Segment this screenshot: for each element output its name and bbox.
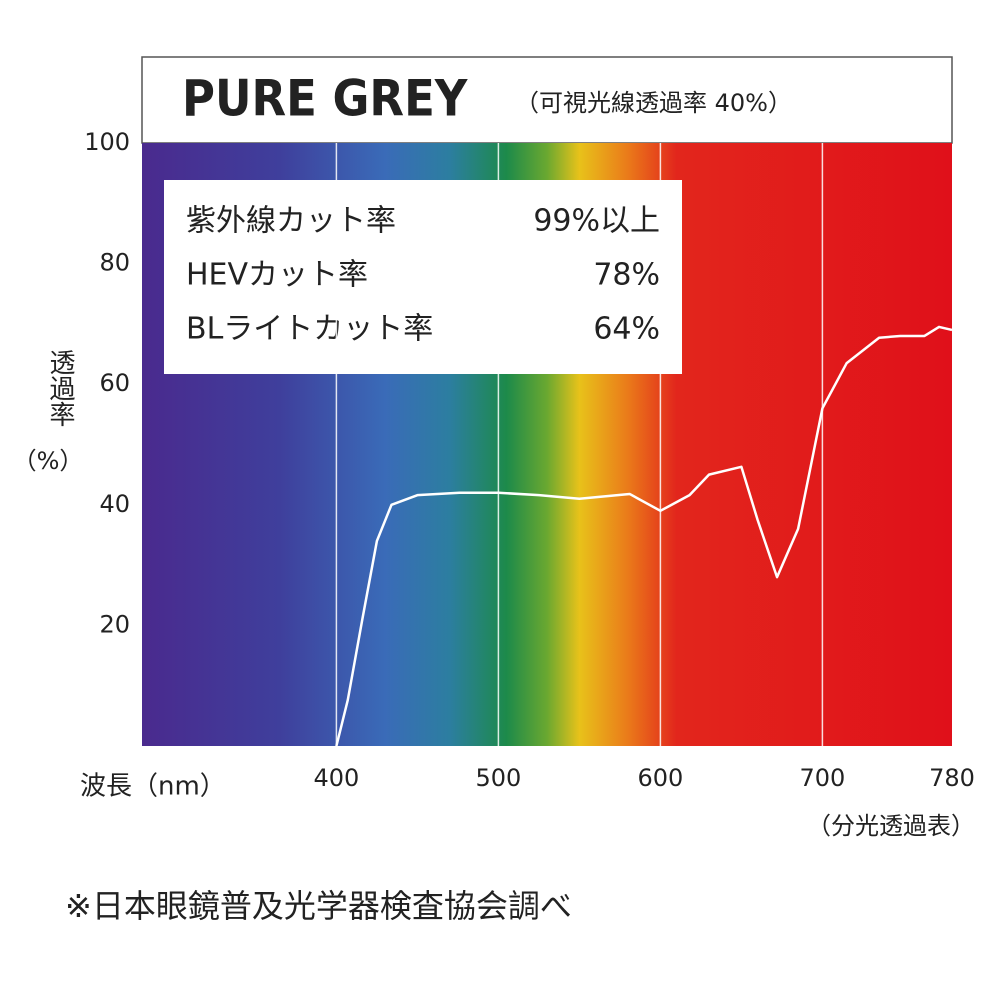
info-value: 78% xyxy=(593,258,660,293)
info-box xyxy=(164,180,682,374)
info-value: 64% xyxy=(593,312,660,347)
x-tick-label: 600 xyxy=(637,764,683,792)
y-axis-unit: （%） xyxy=(13,447,84,475)
info-label: HEVカット率 xyxy=(186,258,368,293)
info-label: 紫外線カット率 xyxy=(186,204,396,239)
y-tick-label: 80 xyxy=(99,249,130,277)
x-tick-label: 400 xyxy=(313,764,359,792)
x-tick-label: 780 xyxy=(929,764,975,792)
y-tick-label: 60 xyxy=(99,369,130,397)
y-tick-label: 40 xyxy=(99,490,130,518)
footnote: ※日本眼鏡普及光学器検査協会調べ xyxy=(65,887,572,925)
x-tick-label: 700 xyxy=(799,764,845,792)
y-tick-label: 100 xyxy=(84,128,130,156)
title-box xyxy=(141,56,953,144)
chart-subtitle: （可視光線透過率 40%） xyxy=(515,89,792,117)
data-line xyxy=(335,325,953,747)
chart-title: PURE GREY xyxy=(182,70,469,128)
info-value: 99%以上 xyxy=(533,204,660,239)
y-axis-label: 透過率 xyxy=(45,349,75,427)
x-note: （分光透過表） xyxy=(807,812,975,840)
y-tick-label: 20 xyxy=(99,610,130,638)
x-axis-label: 波長（nm） xyxy=(80,772,226,802)
x-tick-label: 500 xyxy=(475,764,521,792)
info-label: BLライトカット率 xyxy=(186,312,433,347)
